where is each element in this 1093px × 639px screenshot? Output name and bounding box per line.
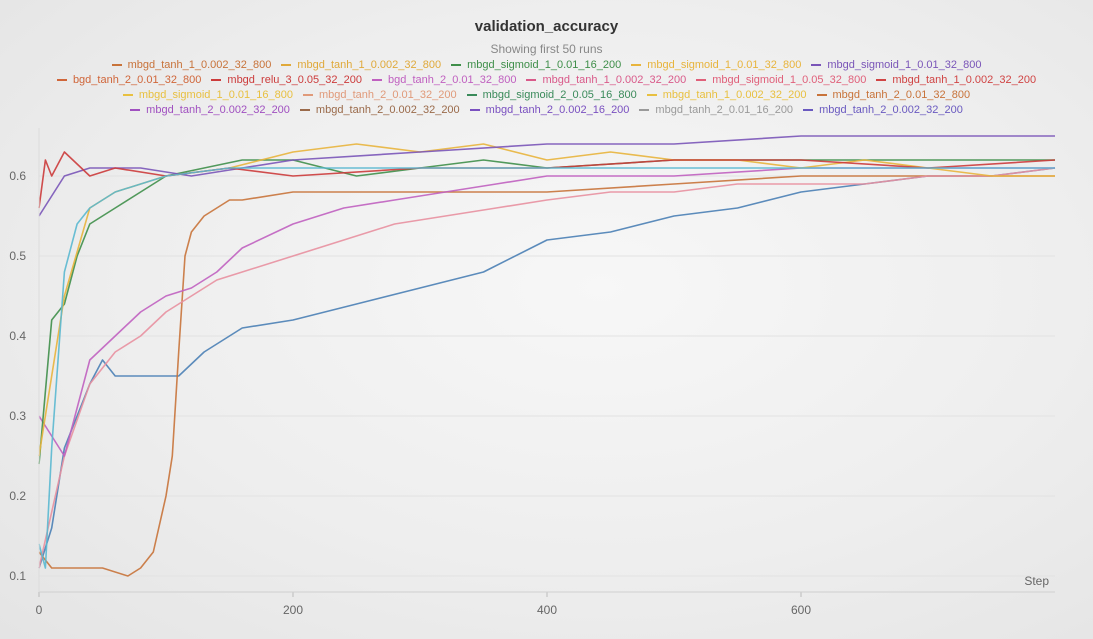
grid-lines bbox=[39, 175, 1055, 577]
legend-swatch bbox=[451, 64, 462, 67]
legend-item[interactable]: mbgd_tanh_2_0.002_32_200 bbox=[130, 103, 290, 118]
legend-label: mbgd_tanh_1_0.002_32_200 bbox=[662, 89, 807, 101]
legend-item[interactable]: mbgd_sigmoid_1_0.01_16_200 bbox=[451, 58, 621, 73]
legend-label: mbgd_sigmoid_1_0.05_32_800 bbox=[712, 74, 867, 86]
series-line-1[interactable] bbox=[38, 167, 1056, 569]
legend-swatch bbox=[469, 109, 480, 112]
legend-item[interactable]: mbgd_sigmoid_1_0.01_16_800 bbox=[122, 88, 293, 103]
legend-label: mbgd_tanh_2_0.002_32_200 bbox=[819, 104, 963, 116]
legend-item[interactable]: mbgd_tanh_1_0.002_32_200 bbox=[876, 73, 1036, 88]
legend-label: mbgd_tanh_2_0.01_32_800 bbox=[832, 89, 971, 101]
legend-item[interactable]: mbgd_tanh_2_0.002_16_200 bbox=[469, 103, 630, 118]
legend-item[interactable]: mbgd_sigmoid_1_0.01_32_800 bbox=[631, 58, 801, 73]
series-line-4[interactable] bbox=[38, 167, 1055, 457]
y-tick-label: 0.1 bbox=[9, 569, 26, 583]
legend-swatch bbox=[816, 94, 827, 97]
legend-item[interactable]: mbgd_tanh_1_0.002_32_800 bbox=[111, 58, 272, 73]
legend-label: mbgd_tanh_2_0.002_16_200 bbox=[485, 104, 630, 116]
legend-label: mbgd_tanh_1_0.002_32_200 bbox=[892, 74, 1037, 86]
series-line-9[interactable] bbox=[38, 167, 1055, 569]
legend-swatch bbox=[466, 94, 477, 97]
legend-swatch bbox=[122, 94, 133, 97]
legend-swatch bbox=[56, 79, 67, 82]
legend-item[interactable]: mbgd_tanh_2_0.002_32_200 bbox=[803, 103, 963, 118]
legend-item[interactable]: mbgd_sigmoid_1_0.01_32_800 bbox=[811, 58, 981, 73]
legend-label: mbgd_sigmoid_2_0.05_16_800 bbox=[482, 89, 637, 101]
series-line-5[interactable] bbox=[38, 159, 1055, 465]
legend-row: mbgd_tanh_1_0.002_32_800 mbgd_tanh_1_0.00… bbox=[0, 58, 1093, 73]
legend-swatch bbox=[876, 79, 887, 82]
legend-swatch bbox=[299, 109, 310, 112]
legend-swatch bbox=[211, 79, 222, 82]
x-tick-label: 0 bbox=[36, 603, 43, 617]
legend-swatch bbox=[526, 79, 537, 82]
legend-label: mbgd_sigmoid_1_0.01_32_800 bbox=[647, 59, 802, 71]
legend-label: bgd_tanh_2_0.01_32_800 bbox=[387, 74, 517, 86]
legend-label: mbgd_tanh_1_0.002_32_200 bbox=[542, 74, 687, 86]
legend-swatch bbox=[696, 79, 707, 82]
legend-item[interactable]: mbgd_tanh_1_0.002_32_200 bbox=[526, 73, 686, 88]
y-tick-label: 0.2 bbox=[9, 489, 26, 503]
legend-swatch bbox=[631, 64, 642, 67]
legend-swatch bbox=[639, 109, 650, 112]
series-line-2[interactable] bbox=[38, 175, 1055, 577]
legend-swatch bbox=[646, 94, 657, 97]
legend-item[interactable]: mbgd_tanh_1_0.002_32_200 bbox=[646, 88, 807, 103]
legend-label: mbgd_tanh_1_0.002_32_800 bbox=[127, 59, 272, 71]
legend-swatch bbox=[811, 64, 822, 67]
legend-label: mbgd_tanh_2_0.002_32_200 bbox=[315, 104, 460, 116]
x-tick-label: 200 bbox=[283, 603, 303, 617]
legend-swatch bbox=[371, 79, 382, 82]
legend-swatch bbox=[803, 109, 814, 112]
x-axis-label: Step bbox=[1024, 574, 1049, 588]
legend-row: mbgd_sigmoid_1_0.01_16_800 mbgd_tanh_2_0.… bbox=[0, 88, 1093, 103]
legend-row: bgd_tanh_2_0.01_32_800 mbgd_relu_3_0.05_3… bbox=[0, 73, 1093, 88]
legend-label: mbgd_tanh_1_0.002_32_800 bbox=[297, 59, 442, 71]
legend-item[interactable]: mbgd_sigmoid_2_0.05_16_800 bbox=[466, 88, 637, 103]
legend-item[interactable]: mbgd_tanh_2_0.002_32_200 bbox=[299, 103, 460, 118]
legend-item[interactable]: bgd_tanh_2_0.01_32_800 bbox=[371, 73, 517, 88]
chart-title: validation_accuracy bbox=[474, 18, 619, 35]
legend-label: mbgd_sigmoid_1_0.01_16_200 bbox=[467, 59, 622, 71]
chart-subtitle: Showing first 50 runs bbox=[490, 42, 603, 56]
series-line-6[interactable] bbox=[38, 143, 1055, 457]
legend-swatch bbox=[281, 64, 292, 67]
legend-label: mbgd_sigmoid_1_0.01_32_800 bbox=[827, 59, 982, 71]
axis-layer: 0.1 0.2 0.3 0.4 0.5 0.6 0 200 400 600 Step bbox=[9, 128, 1055, 617]
legend-swatch bbox=[302, 94, 313, 97]
x-tick-label: 400 bbox=[537, 603, 557, 617]
legend-label: mbgd_tanh_2_0.01_16_200 bbox=[655, 104, 794, 116]
x-tick-label: 600 bbox=[791, 603, 811, 617]
legend-label: bgd_tanh_2_0.01_32_800 bbox=[72, 74, 202, 86]
legend-label: mbgd_tanh_2_0.002_32_200 bbox=[146, 104, 290, 116]
legend-item[interactable]: mbgd_relu_3_0.05_32_200 bbox=[211, 73, 362, 88]
legend-item[interactable]: mbgd_tanh_2_0.01_32_200 bbox=[302, 88, 457, 103]
series-line-3[interactable] bbox=[38, 167, 1056, 569]
legend-label: mbgd_tanh_2_0.01_32_200 bbox=[318, 89, 457, 101]
legend-item[interactable]: mbgd_tanh_1_0.002_32_800 bbox=[281, 58, 441, 73]
legend-item[interactable]: mbgd_tanh_2_0.01_32_800 bbox=[816, 88, 971, 103]
legend-item[interactable]: bgd_tanh_2_0.01_32_800 bbox=[56, 73, 202, 88]
legend-item[interactable]: mbgd_tanh_2_0.01_16_200 bbox=[639, 103, 793, 118]
y-tick-label: 0.5 bbox=[9, 249, 26, 263]
legend-swatch bbox=[111, 64, 122, 67]
legend-row: mbgd_tanh_2_0.002_32_200 mbgd_tanh_2_0.00… bbox=[0, 103, 1093, 118]
series-line-7[interactable] bbox=[38, 135, 1055, 217]
legend-item[interactable]: mbgd_sigmoid_1_0.05_32_800 bbox=[696, 73, 866, 88]
y-tick-label: 0.6 bbox=[9, 169, 26, 183]
chart-legend: mbgd_tanh_1_0.002_32_800 mbgd_tanh_1_0.00… bbox=[0, 58, 1093, 118]
y-tick-label: 0.3 bbox=[9, 409, 26, 423]
legend-label: mbgd_relu_3_0.05_32_200 bbox=[227, 74, 362, 86]
legend-swatch bbox=[130, 109, 141, 112]
series-layer bbox=[38, 135, 1056, 577]
y-tick-label: 0.4 bbox=[9, 329, 26, 343]
legend-label: mbgd_sigmoid_1_0.01_16_800 bbox=[138, 89, 293, 101]
